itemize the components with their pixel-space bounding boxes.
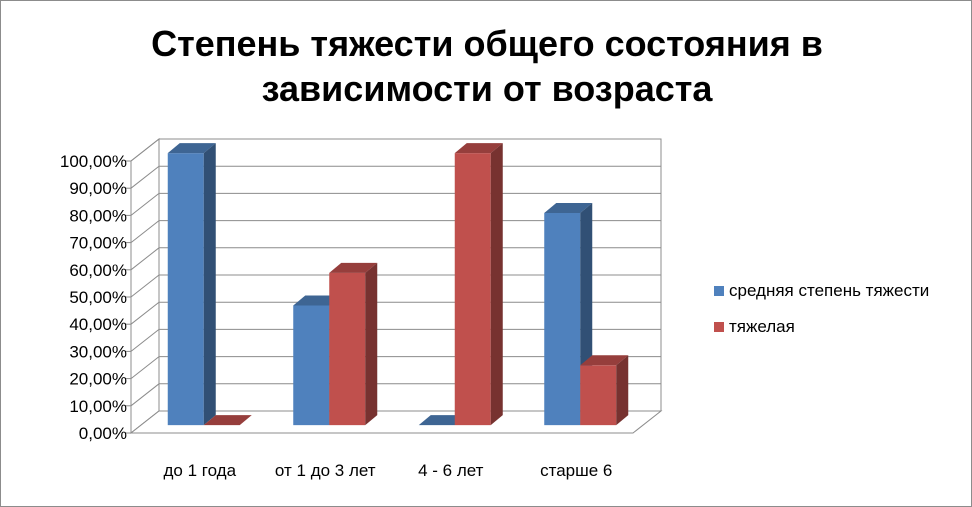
y-tick-label: 50,00% <box>69 288 127 307</box>
chart-floor <box>129 410 663 434</box>
x-category-label: старше 6 <box>540 461 612 480</box>
bar-side-1-1 <box>365 262 378 426</box>
legend-label: средняя степень тяжести <box>729 281 929 300</box>
bar-top-1-2 <box>454 143 503 154</box>
y-tick-label: 100,00% <box>60 152 127 171</box>
x-category-label: 4 - 6 лет <box>418 461 484 480</box>
y-tick-label: 30,00% <box>69 342 127 361</box>
bar-front-1-2 <box>454 153 491 426</box>
legend-label: тяжелая <box>729 317 795 336</box>
legend-swatch <box>714 322 724 332</box>
bar-top-1-0 <box>203 415 252 426</box>
bar-top-0-3 <box>544 202 593 213</box>
chart-title-line-2: зависимости от возраста <box>261 68 713 109</box>
y-tick-label: 80,00% <box>69 206 127 225</box>
bar-front-0-3 <box>544 212 581 426</box>
bar-top-0-0 <box>167 143 216 154</box>
x-category-label: от 1 до 3 лет <box>275 461 376 480</box>
bar-front-1-3 <box>580 365 617 426</box>
y-tick-label: 90,00% <box>69 179 127 198</box>
y-tick-label: 0,00% <box>79 424 127 443</box>
y-tick-label: 20,00% <box>69 370 127 389</box>
legend-swatch <box>714 286 724 296</box>
bar-side-0-0 <box>203 143 216 426</box>
bar-top-1-3 <box>580 355 629 366</box>
x-category-label: до 1 года <box>163 461 236 480</box>
y-tick-label: 10,00% <box>69 397 127 416</box>
bar-side-1-3 <box>616 355 629 426</box>
gridline <box>130 138 661 162</box>
bar-front-0-0 <box>167 153 204 426</box>
y-tick-label: 70,00% <box>69 234 127 253</box>
bar-front-1-1 <box>329 272 366 426</box>
y-tick-label: 60,00% <box>69 261 127 280</box>
y-tick-label: 40,00% <box>69 315 127 334</box>
bar-side-1-2 <box>490 143 503 426</box>
bar-front-0-1 <box>293 305 330 426</box>
bar-top-1-1 <box>329 262 378 273</box>
chart-title-line-1: Степень тяжести общего состояния в <box>151 23 823 64</box>
